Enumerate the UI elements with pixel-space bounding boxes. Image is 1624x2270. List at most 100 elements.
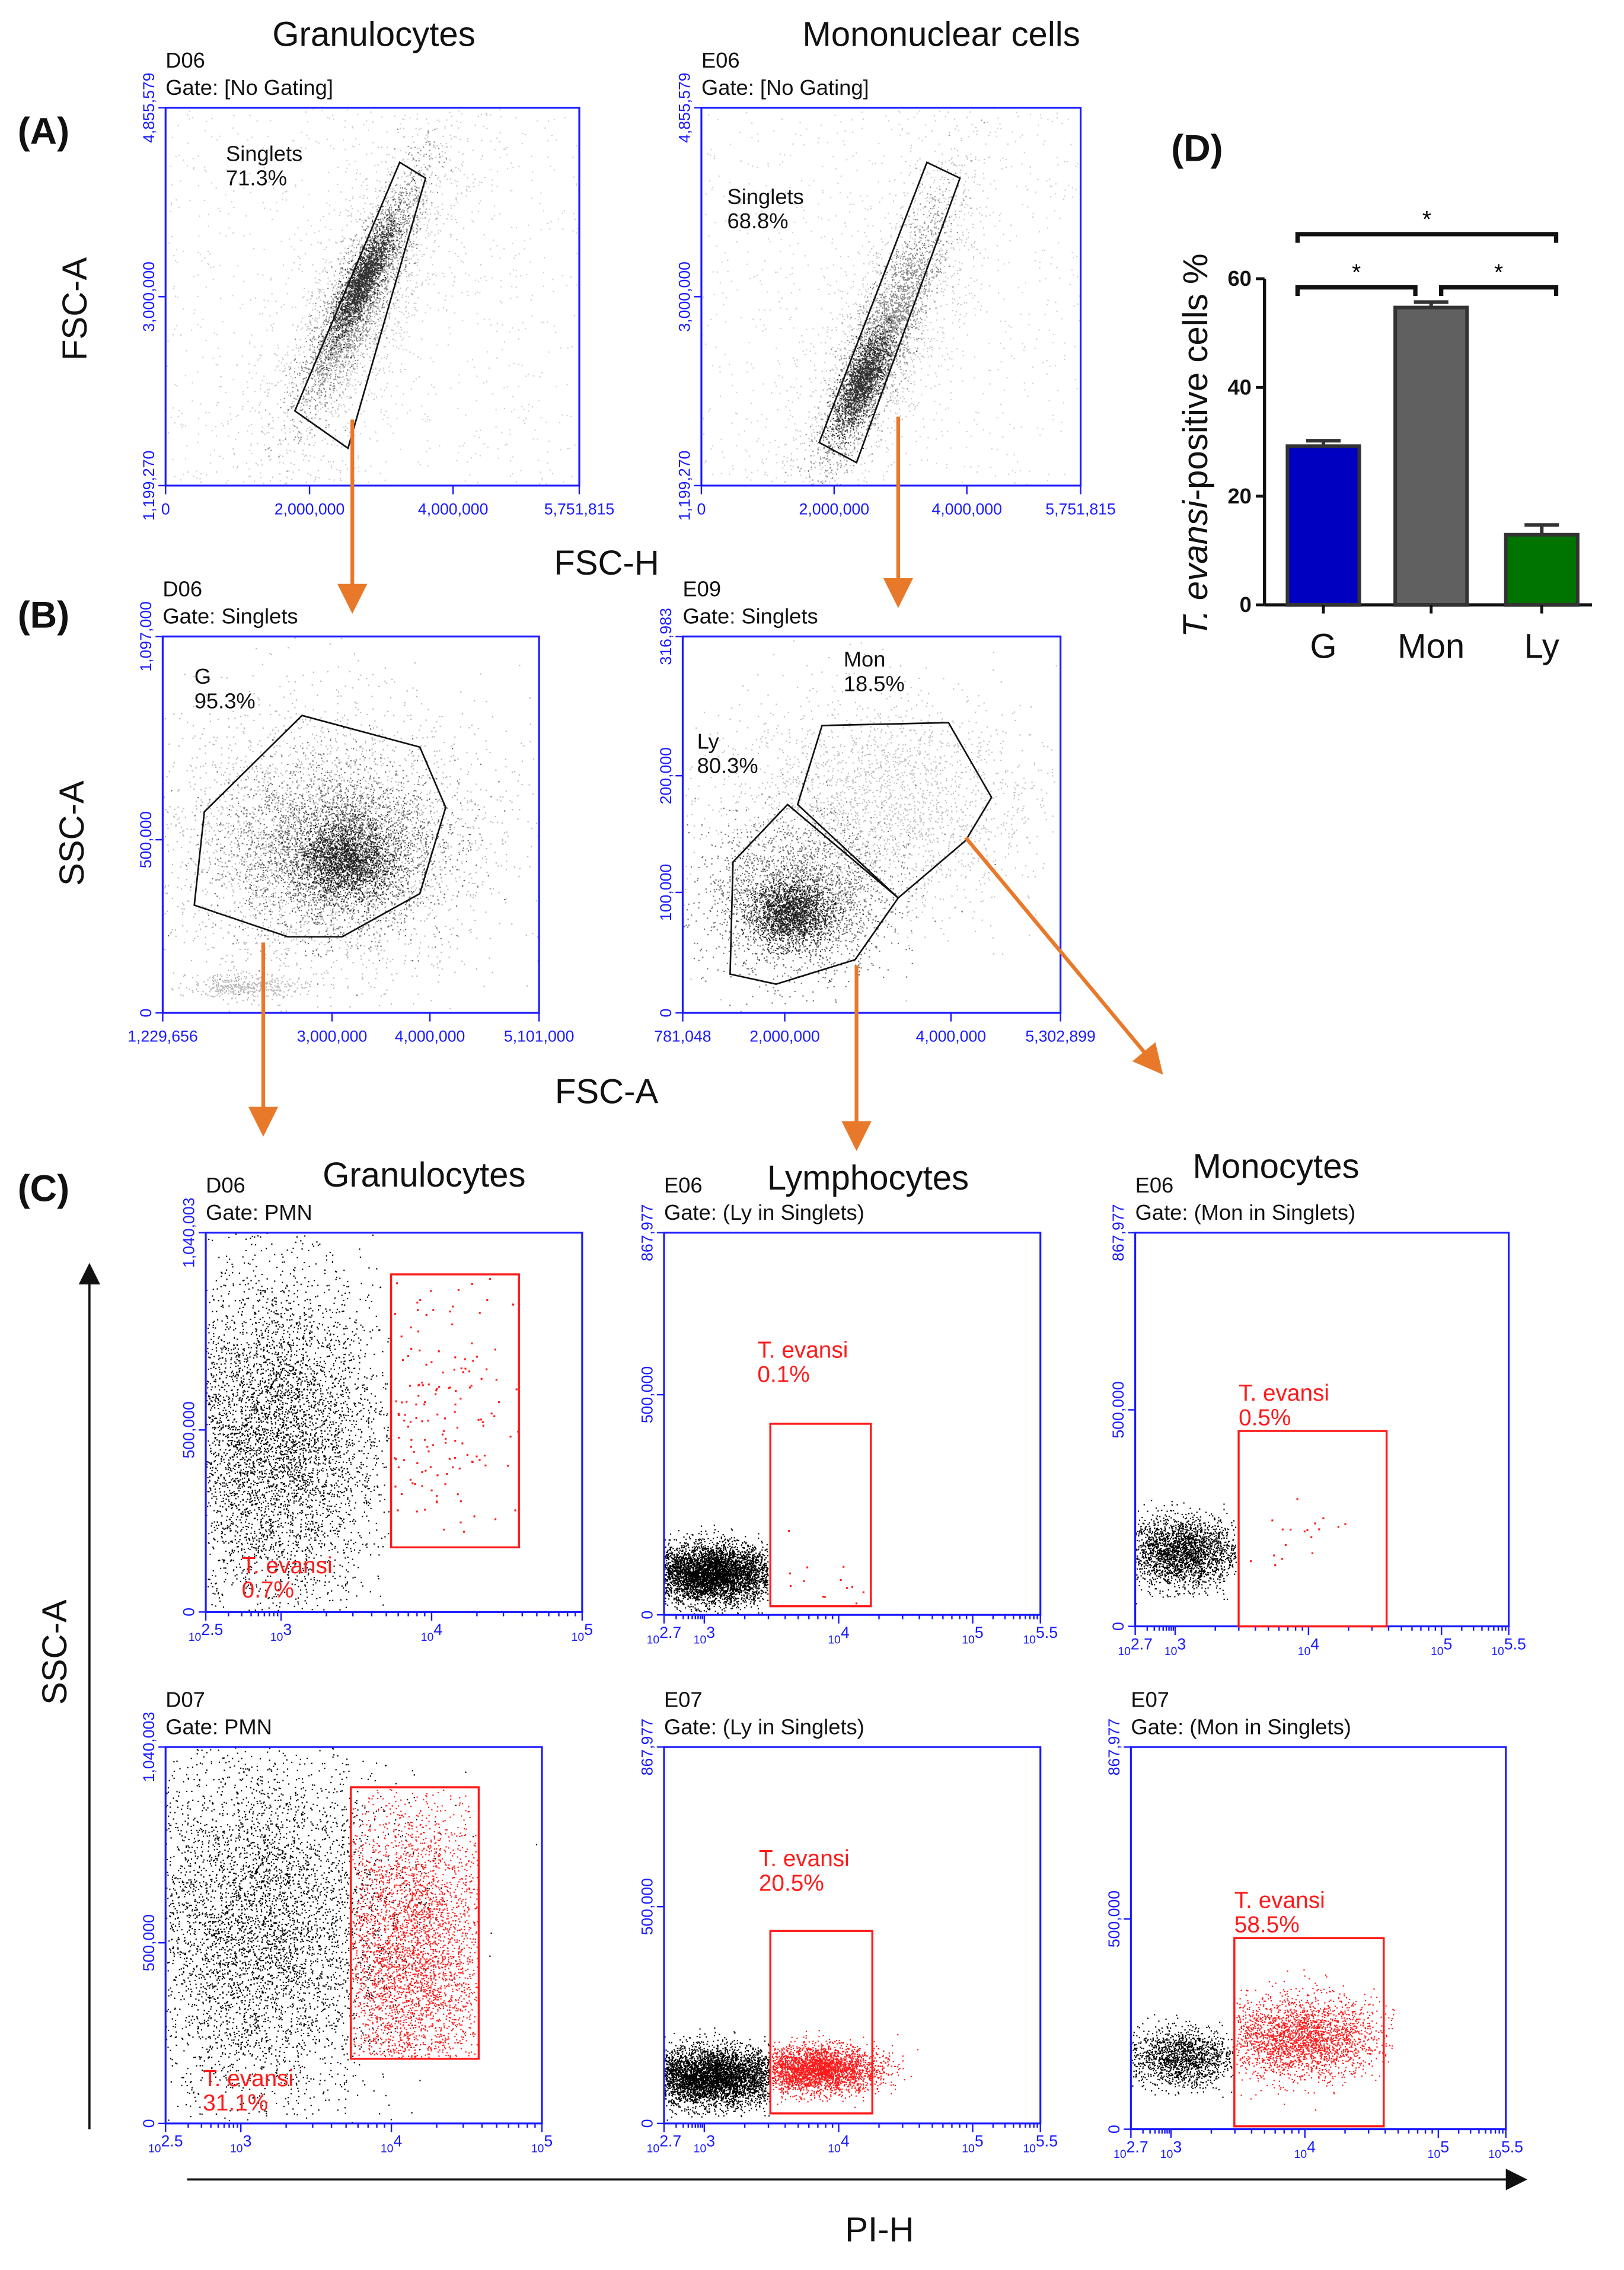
- plot-frame: [164, 1746, 543, 2125]
- sample-id: D06: [165, 48, 205, 72]
- b-x-axis-label: FSC-A: [555, 1073, 659, 1111]
- flow-plot-9: E07 Gate: (Mon in Singlets) 102.7 103 104 105…: [1105, 1687, 1523, 2161]
- x-tick-label: 104: [421, 1621, 443, 1644]
- gate-name: Gate: (Ly in Singlets): [664, 1200, 864, 1225]
- t-evansi-gate[interactable]: [1237, 1430, 1388, 1628]
- x-tick-label: 0: [161, 500, 170, 518]
- flow-plot-1: E06 Gate: [No Gating] 0 2,000,000 4,000,000 5…: [676, 48, 1116, 521]
- y-tick-label: 1,199,270: [140, 451, 158, 521]
- y-tick-label: 1,040,003: [180, 1197, 198, 1268]
- bar-g: [1285, 444, 1361, 607]
- y-tick-label: 867,977: [639, 1204, 656, 1261]
- x-tick-label: 103: [1160, 2138, 1182, 2161]
- gate-percent: 20.5%: [759, 1870, 824, 1896]
- x-tick-label: 103: [1164, 1635, 1186, 1658]
- x-tick-label: 2,000,000: [275, 500, 345, 518]
- x-tick-label: 102.7: [1118, 1635, 1153, 1658]
- flow-plot-5: E06 Gate: (Ly in Singlets) 102.7 103 104 105 1…: [639, 1173, 1058, 1647]
- event-cloud: [394, 1278, 519, 1533]
- gate-name: Gate: PMN: [206, 1200, 312, 1225]
- gate-label: T. evansi: [1234, 1888, 1325, 1913]
- panel-label-d: (D): [1171, 127, 1223, 169]
- gate-percent: 18.5%: [844, 671, 905, 696]
- gate-polygon[interactable]: [729, 803, 899, 985]
- sample-id: E06: [1135, 1173, 1174, 1197]
- y-tick-label: 0: [657, 1009, 675, 1018]
- plot-frame: [205, 1232, 583, 1613]
- sample-id: D07: [165, 1687, 205, 1711]
- y-tick-label: 0: [137, 1009, 155, 1018]
- y-tick-label: 0: [1240, 592, 1252, 617]
- x-tick-label: 102.7: [1113, 2138, 1148, 2161]
- bar-ly: [1504, 533, 1580, 607]
- x-tick-label: 105: [531, 2132, 553, 2156]
- x-tick-label: 105.5: [1023, 2132, 1058, 2156]
- x-tick-label: 104: [1294, 2138, 1316, 2161]
- x-tick-label: 4,000,000: [418, 500, 489, 518]
- gate-percent: 0.7%: [242, 1577, 294, 1603]
- flow-plot-8: E07 Gate: (Ly in Singlets) 102.7 103 104 105 1…: [639, 1687, 1058, 2155]
- event-cloud: [1249, 1498, 1347, 1567]
- plot-frame: [681, 635, 1062, 1014]
- gate-name: Gate: [No Gating]: [701, 75, 869, 100]
- category-label: Ly: [1524, 627, 1559, 666]
- title-c-monocytes: Monocytes: [1193, 1147, 1360, 1186]
- y-axis-label: T. evansi-positive cells %: [1176, 253, 1215, 637]
- gate-label: T. evansi: [757, 1338, 848, 1363]
- gating-arrows: [248, 416, 1163, 1152]
- flow-plot-0: D06 Gate: [No Gating] 0 2,000,000 4,000,000 5…: [140, 48, 614, 521]
- event-cloud: [663, 1525, 769, 1615]
- event-cloud: [1236, 1969, 1395, 2111]
- b-y-axis-label: SSC-A: [53, 780, 91, 886]
- gate-label: Ly: [697, 729, 720, 753]
- event-cloud: [684, 771, 996, 1013]
- y-tick-label: 60: [1227, 266, 1251, 291]
- y-tick-label: 0: [140, 2119, 158, 2128]
- significance-bracket: [1295, 232, 1559, 243]
- gate-polygon[interactable]: [818, 161, 961, 464]
- title-c-lymphocytes: Lymphocytes: [767, 1159, 969, 1197]
- sample-id: E06: [664, 1173, 703, 1197]
- x-tick-label: 104: [1298, 1635, 1320, 1658]
- category-label: Mon: [1398, 627, 1465, 666]
- gate-label: Mon: [844, 647, 886, 671]
- a-y-axis-label: FSC-A: [56, 257, 94, 361]
- t-evansi-gate[interactable]: [390, 1273, 520, 1549]
- flow-plot-2: D06 Gate: Singlets 1,229,656 3,000,000 4,000…: [127, 576, 574, 1045]
- x-tick-label: 105.5: [1491, 1635, 1526, 1658]
- y-tick-label: 200,000: [657, 747, 675, 804]
- x-tick-label: 781,048: [654, 1028, 711, 1045]
- gate-percent: 80.3%: [697, 753, 758, 777]
- event-cloud: [1131, 2014, 1234, 2098]
- t-evansi-gate[interactable]: [769, 1423, 872, 1608]
- y-tick-label: 500,000: [140, 1914, 158, 1971]
- x-tick-label: 105: [1431, 1635, 1452, 1658]
- x-tick-label: 105.5: [1023, 1624, 1058, 1647]
- x-tick-label: 104: [828, 1624, 850, 1647]
- event-cloud: [663, 2027, 770, 2121]
- event-cloud: [276, 796, 445, 917]
- c-x-axis-label: PI-H: [845, 2211, 914, 2249]
- flow-plot-7: D07 Gate: PMN 102.5 103 104 105 0 500,000 1,040,…: [140, 1687, 553, 2155]
- sample-id: E07: [1131, 1687, 1169, 1711]
- y-tick-label: 500,000: [1105, 1890, 1123, 1947]
- event-cloud: [701, 110, 1081, 485]
- x-tick-label: 5,302,899: [1025, 1028, 1096, 1045]
- x-tick-label: 4,000,000: [931, 500, 1002, 518]
- t-evansi-gate[interactable]: [769, 1930, 873, 2115]
- t-evansi-gate[interactable]: [350, 1786, 480, 2060]
- y-tick-label: 20: [1227, 484, 1251, 508]
- y-tick-label: 3,000,000: [140, 262, 158, 332]
- gate-polygon[interactable]: [293, 161, 427, 450]
- t-evansi-gate[interactable]: [1233, 1937, 1385, 2128]
- gate-polygon[interactable]: [193, 715, 447, 938]
- sample-id: E07: [664, 1687, 703, 1711]
- gate-percent: 71.3%: [226, 166, 287, 190]
- event-cloud: [168, 725, 506, 996]
- y-tick-label: 316,983: [657, 608, 675, 665]
- event-cloud: [171, 971, 349, 1006]
- gate-percent: 68.8%: [728, 209, 789, 233]
- y-tick-label: 1,040,003: [140, 1712, 158, 1783]
- x-tick-label: 2,000,000: [799, 500, 870, 518]
- flow-plot-4: D06 Gate: PMN 102.5 103 104 105 0 500,000 1,040,…: [180, 1173, 593, 1644]
